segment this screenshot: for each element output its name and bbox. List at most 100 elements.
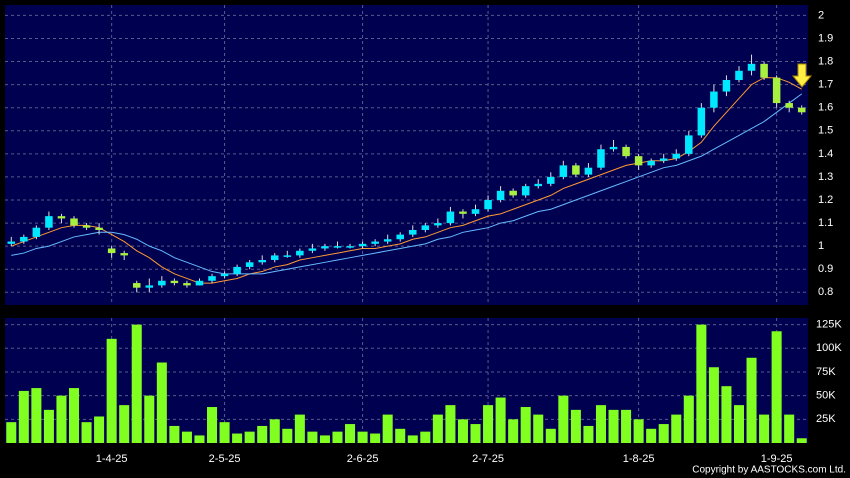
candle-body — [409, 230, 417, 235]
volume-bar — [683, 395, 694, 443]
candle-body — [145, 285, 154, 288]
volume-bar — [495, 397, 506, 443]
volume-bar — [119, 405, 130, 443]
y-tick-label: 1 — [818, 240, 824, 252]
candle-body — [233, 266, 241, 274]
candle-body — [396, 234, 404, 240]
candle-body — [82, 225, 91, 228]
candle-body — [747, 63, 756, 71]
volume-bar — [18, 390, 29, 443]
candle-body — [772, 77, 781, 104]
volume-bar — [595, 405, 606, 443]
volume-bar — [357, 431, 368, 443]
y-tick-label: 0.8 — [818, 286, 833, 298]
volume-bar — [269, 419, 280, 443]
volume-bar — [332, 431, 343, 443]
volume-bar — [131, 324, 142, 443]
candle-body — [760, 63, 768, 78]
volume-tick-label: 75K — [816, 366, 836, 378]
candle-body — [484, 200, 492, 210]
candle-body — [659, 158, 668, 161]
candle-body — [434, 223, 442, 226]
volume-bar — [232, 433, 243, 443]
candle-body — [521, 186, 530, 196]
volume-bar — [307, 431, 318, 443]
volume-bar — [646, 428, 657, 443]
candle-body — [634, 156, 643, 166]
volume-bar — [395, 428, 406, 443]
candle-body — [208, 276, 216, 281]
volume-bar — [207, 407, 218, 443]
candle-body — [446, 211, 455, 224]
volume-bar — [583, 425, 594, 443]
volume-bar — [169, 425, 180, 443]
y-tick-label: 1.6 — [818, 102, 833, 114]
candle-body — [622, 146, 630, 157]
volume-bar — [633, 419, 644, 443]
candle-body — [509, 190, 517, 196]
volume-bar — [81, 422, 92, 443]
volume-bar — [420, 431, 431, 443]
volume-bar — [608, 409, 619, 443]
volume-bar — [533, 414, 544, 443]
y-tick-label: 1.9 — [818, 32, 833, 44]
candle-body — [258, 260, 266, 263]
volume-bar — [56, 395, 67, 443]
candle-body — [421, 225, 430, 230]
y-tick-label: 1.5 — [818, 125, 833, 137]
volume-tick-label: 50K — [816, 390, 836, 402]
volume-bar — [407, 435, 418, 443]
candle-body — [7, 241, 16, 244]
candle-body — [120, 253, 128, 256]
candle-body — [107, 248, 116, 254]
volume-bar — [319, 435, 330, 443]
candle-body — [170, 280, 179, 284]
candle-body — [572, 165, 580, 175]
volume-bar — [658, 424, 669, 443]
candle-body — [346, 246, 354, 248]
volume-bar — [43, 409, 54, 443]
y-tick-label: 1.1 — [818, 217, 833, 229]
candle-body — [735, 70, 743, 80]
y-tick-label: 1.2 — [818, 194, 833, 206]
volume-bar — [759, 414, 770, 443]
candle-body — [471, 209, 480, 214]
candle-body — [32, 227, 41, 237]
volume-bar — [671, 414, 682, 443]
volume-bar — [94, 416, 105, 443]
y-tick-label: 1.3 — [818, 171, 833, 183]
y-tick-label: 2 — [818, 9, 824, 21]
candle-body — [496, 190, 505, 200]
candle-body — [371, 241, 379, 244]
volume-bar — [621, 409, 632, 443]
y-tick-label: 1.7 — [818, 79, 833, 91]
candle-body — [95, 227, 103, 230]
candle-body — [559, 165, 568, 177]
candle-body — [283, 255, 292, 257]
candle-body — [722, 80, 731, 92]
candle-body — [672, 153, 681, 159]
candle-body — [45, 216, 53, 228]
candle-body — [132, 283, 141, 288]
candle-body — [183, 283, 191, 286]
candle-body — [220, 273, 229, 277]
candle-body — [459, 211, 467, 214]
candle-body — [547, 176, 555, 184]
price-panel — [5, 5, 808, 305]
volume-bar — [294, 414, 305, 443]
volume-bar — [31, 388, 42, 443]
volume-bar — [520, 407, 531, 443]
volume-bar — [106, 338, 117, 443]
volume-bar — [194, 435, 205, 443]
plot: 0.8 0.9 1 1.1 1.2 1.3 1.4 1.5 1.6 1.7 1.8 1.9 2 25K 50… — [5, 5, 842, 465]
volume-tick-label: 125K — [816, 319, 842, 331]
candle-body — [358, 243, 367, 247]
y-tick-label: 0.9 — [818, 263, 833, 275]
volume-bar — [483, 405, 494, 443]
volume-bar — [156, 362, 167, 443]
volume-bar — [445, 405, 456, 443]
volume-bar — [696, 324, 707, 443]
volume-bar — [733, 405, 745, 443]
candle-body — [383, 239, 392, 242]
volume-bar — [345, 424, 356, 443]
